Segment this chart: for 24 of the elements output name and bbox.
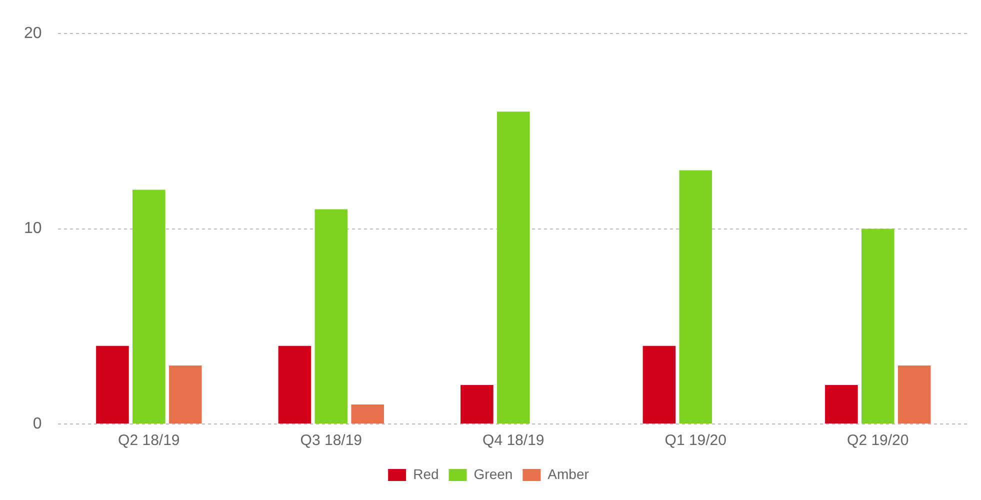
bar [861, 228, 894, 424]
bar [898, 365, 931, 424]
x-tick-label: Q4 18/19 [482, 432, 544, 450]
bar [314, 209, 348, 424]
bar [351, 404, 384, 424]
bar [825, 384, 858, 424]
bar [460, 384, 494, 424]
bar [679, 170, 712, 424]
bar [132, 190, 166, 424]
bar [496, 112, 530, 424]
x-tick-label: Q2 19/20 [847, 432, 909, 450]
x-tick-label: Q3 18/19 [300, 432, 362, 450]
y-tick-label: 10 [24, 220, 42, 238]
legend-label: Amber [548, 466, 590, 482]
bar [168, 365, 202, 424]
y-tick-label: 20 [24, 25, 42, 42]
legend-label: Red [413, 466, 439, 482]
bar [278, 346, 312, 424]
bar [96, 346, 129, 424]
x-tick-label: Q2 18/19 [118, 432, 180, 450]
x-tick-label: Q1 19/20 [664, 432, 726, 450]
bar [642, 346, 676, 424]
legend-label: Green [474, 466, 513, 482]
y-tick-label: 0 [32, 415, 42, 432]
